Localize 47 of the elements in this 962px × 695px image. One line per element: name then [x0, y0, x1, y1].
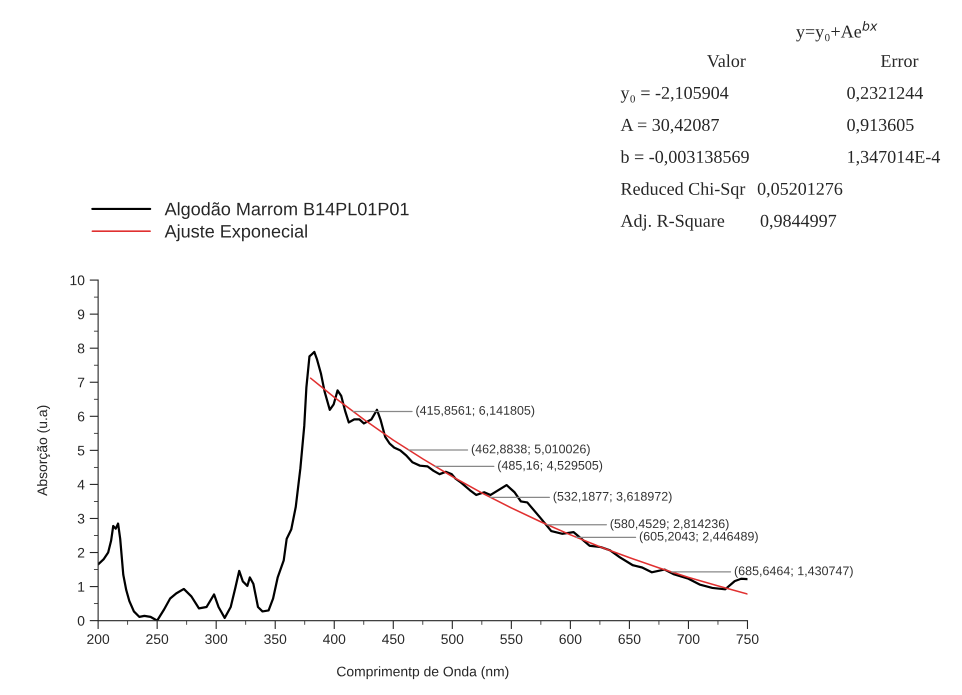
text: Error	[880, 55, 918, 68]
x-tick-label: 550	[500, 634, 522, 644]
y-tick-label: 5	[78, 446, 84, 456]
annotation: (685,6464; 1,430747)	[734, 566, 853, 578]
text: 0,913605	[847, 118, 914, 134]
x-axis-title: Comprimentp de Onda (nm)	[337, 666, 508, 680]
y-tick-label: 1	[78, 582, 84, 592]
x-tick-label: 250	[146, 634, 168, 644]
y-tick-label: 4	[78, 480, 85, 490]
y-tick-label: 9	[78, 309, 84, 320]
text: b = -0,003138569	[620, 150, 749, 166]
x-tick-label: 600	[560, 634, 582, 644]
y-tick-label: 2	[78, 548, 84, 558]
text: Adj. R-Square	[620, 214, 724, 231]
legend-label: Ajuste Exponecial	[164, 224, 307, 242]
annotation: (462,8838; 5,010026)	[472, 444, 590, 456]
annotation: (485,16; 4,529505)	[498, 460, 602, 472]
x-tick-label: 650	[618, 634, 640, 644]
x-tick-label: 700	[678, 634, 700, 644]
x-tick-label: 350	[264, 634, 286, 644]
text: Valor	[706, 54, 746, 68]
x-tick-label: 500	[441, 634, 464, 644]
annotation: (532,1877; 3,618972)	[554, 492, 672, 504]
y-tick-label: 6	[78, 412, 84, 422]
text: A = 30,42087	[620, 118, 719, 134]
x-tick-label: 400	[322, 634, 346, 644]
text: 0,9844997	[760, 214, 836, 230]
text: y=y₀+Ae$^{bx}$	[796, 20, 878, 42]
annotation: (605,2043; 2,446489)	[640, 531, 758, 544]
y-tick-label: 0	[78, 616, 84, 626]
x-tick-label: 750	[736, 634, 759, 644]
y-tick-label: 10	[70, 275, 84, 286]
text: 0,05201276	[758, 182, 842, 198]
y-tick-label: 8	[78, 344, 84, 354]
x-tick-label: 200	[87, 634, 110, 644]
y-axis-title: Absorção (u.a)	[37, 406, 50, 496]
x-tick-label: 300	[205, 634, 228, 644]
text: 1,347014E-4	[848, 150, 940, 166]
y-tick-label: 7	[78, 378, 84, 388]
text: y₀ = -2,105904	[620, 86, 728, 103]
legend-label: Algodão Marrom B14PL01P01	[164, 202, 409, 219]
annotation: (415,8561; 6,141805)	[416, 406, 534, 418]
annotation: (580,4529; 2,814236)	[610, 518, 729, 531]
text: 0,2321244	[847, 86, 924, 102]
text: Reduced Chi-Sqr	[621, 182, 746, 199]
x-tick-label: 450	[382, 634, 404, 644]
y-tick-label: 3	[78, 514, 84, 524]
